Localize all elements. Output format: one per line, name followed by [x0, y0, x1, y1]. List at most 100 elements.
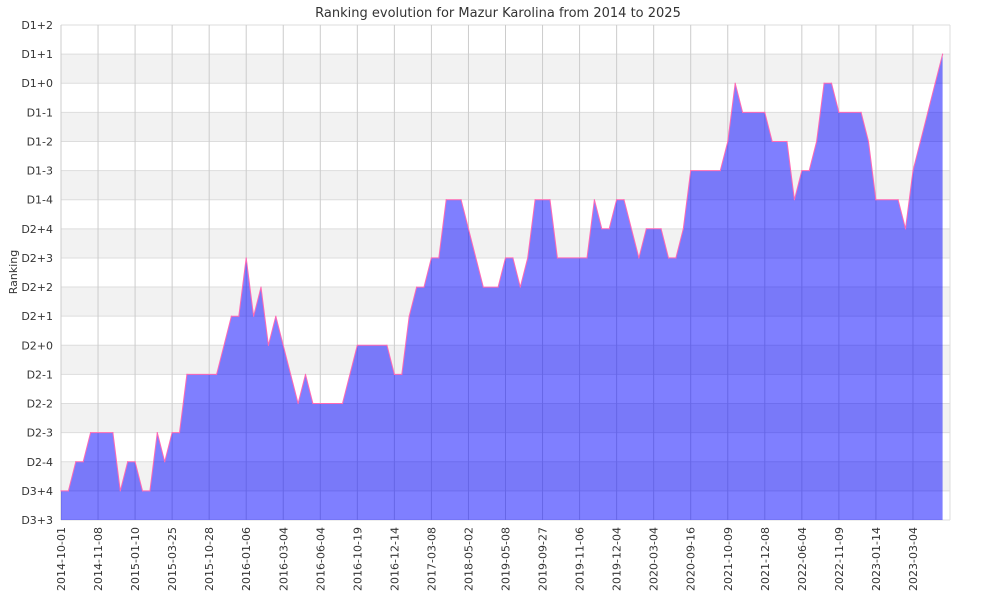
x-tick-label: 2021-12-08 — [759, 527, 772, 591]
data-point — [823, 82, 825, 84]
data-point — [408, 315, 410, 317]
x-tick-label: 2015-03-25 — [166, 527, 179, 591]
data-point — [215, 373, 218, 376]
data-point — [134, 461, 136, 463]
data-point — [253, 315, 255, 317]
data-point — [275, 315, 277, 317]
x-tick-label: 2021-10-09 — [722, 527, 735, 591]
data-point — [912, 169, 914, 172]
data-point — [245, 257, 247, 259]
y-tick-label: D2+2 — [21, 281, 53, 294]
data-point — [60, 490, 62, 492]
x-tick-label: 2015-01-10 — [129, 527, 142, 591]
ranking-area — [61, 54, 943, 520]
y-tick-label: D2+3 — [21, 252, 53, 265]
data-point — [304, 373, 307, 376]
data-point — [90, 432, 92, 434]
data-point — [919, 140, 921, 143]
data-point — [67, 490, 70, 492]
data-point — [897, 199, 899, 201]
y-tick-label: D1-2 — [27, 135, 53, 148]
data-point — [623, 199, 625, 201]
data-point — [238, 315, 240, 317]
data-point — [416, 286, 418, 288]
y-tick-label: D1+1 — [21, 48, 53, 61]
data-point — [838, 111, 840, 113]
data-point — [230, 315, 232, 317]
data-point — [793, 199, 796, 201]
data-point — [586, 257, 588, 259]
y-tick-label: D2+4 — [21, 223, 53, 236]
y-tick-label: D1+0 — [21, 77, 53, 90]
data-point — [527, 257, 529, 259]
data-point — [512, 257, 514, 259]
x-tick-label: 2016-12-14 — [388, 527, 401, 591]
data-point — [164, 461, 166, 463]
data-point — [156, 432, 158, 434]
y-tick-label: D2+1 — [21, 310, 53, 323]
y-tick-label: D2+0 — [21, 339, 53, 352]
y-tick-label: D3+3 — [21, 514, 53, 527]
data-point — [438, 257, 440, 259]
data-point — [549, 199, 551, 201]
data-point — [682, 228, 684, 230]
data-point — [401, 373, 403, 376]
x-tick-label: 2020-03-04 — [648, 527, 661, 591]
data-point — [519, 286, 521, 288]
x-tick-label: 2019-11-06 — [574, 527, 587, 591]
data-point — [260, 286, 262, 288]
x-tick-label: 2016-01-06 — [240, 527, 253, 591]
y-tick-label: D2-3 — [27, 427, 53, 440]
y-tick-label: D2-4 — [27, 456, 53, 469]
data-point — [556, 257, 558, 259]
data-point — [830, 82, 833, 84]
data-point — [186, 373, 188, 376]
data-point — [171, 432, 173, 434]
data-point — [860, 111, 862, 113]
x-tick-label: 2022-11-09 — [833, 527, 846, 591]
x-tick-label: 2015-10-28 — [203, 527, 216, 591]
data-point — [112, 432, 114, 434]
data-point — [867, 140, 870, 143]
data-point — [771, 140, 773, 143]
x-tick-label: 2018-05-02 — [462, 527, 475, 591]
data-point — [904, 228, 907, 230]
data-point — [341, 402, 344, 405]
data-point — [141, 490, 144, 492]
data-point — [149, 490, 151, 492]
data-point — [734, 82, 736, 84]
data-point — [430, 257, 433, 259]
data-point — [616, 199, 618, 201]
x-tick-label: 2019-05-08 — [500, 527, 513, 591]
data-point — [741, 111, 744, 113]
data-point — [178, 432, 181, 434]
data-point — [690, 169, 692, 172]
data-point — [727, 140, 729, 143]
data-point — [816, 140, 818, 143]
x-tick-label: 2016-03-04 — [277, 527, 290, 591]
y-axis-label: Ranking — [7, 250, 20, 295]
data-point — [297, 402, 299, 405]
data-point — [445, 199, 447, 201]
chart-title: Ranking evolution for Mazur Karolina fro… — [315, 6, 681, 21]
x-tick-label: 2017-03-08 — [425, 527, 438, 591]
data-point — [504, 257, 507, 259]
x-tick-label: 2014-10-01 — [55, 527, 68, 591]
data-point — [593, 199, 596, 201]
y-tick-label: D2-1 — [27, 368, 53, 381]
data-point — [312, 402, 314, 405]
x-tick-label: 2023-03-04 — [907, 527, 920, 591]
data-point — [667, 257, 670, 259]
data-point — [127, 461, 129, 463]
data-point — [267, 344, 270, 346]
data-point — [393, 373, 395, 376]
y-tick-label: D3+4 — [21, 485, 53, 498]
x-tick-label: 2019-12-04 — [611, 527, 624, 591]
data-point — [460, 199, 462, 201]
y-tick-label: D1-4 — [27, 194, 53, 207]
x-tick-label: 2023-01-14 — [870, 527, 883, 591]
data-point — [808, 169, 810, 172]
data-point — [601, 228, 603, 230]
